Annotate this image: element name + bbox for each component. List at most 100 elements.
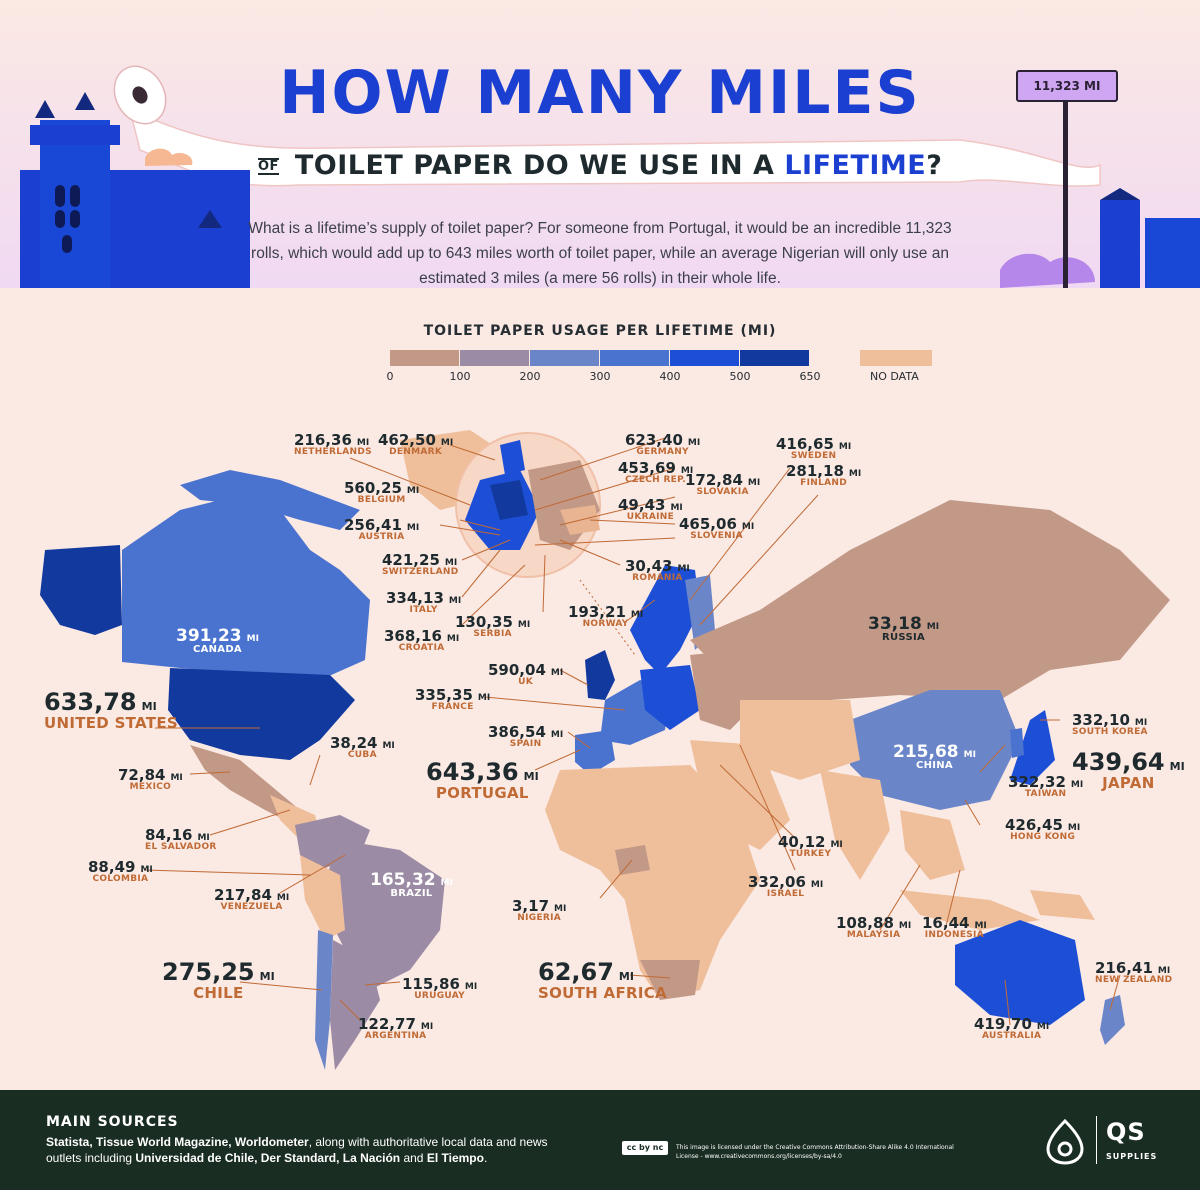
license-text: This image is licensed under the Creativ… [676,1144,954,1160]
region-australia [955,920,1085,1025]
country-name: MALAYSIA [846,930,901,940]
zoom-germany [490,480,528,520]
logo-text: QS [1106,1118,1146,1146]
country-label-sweden: 416,65 MI SWEDEN [776,434,851,461]
country-value: 172,84 [685,471,743,489]
country-label-uruguay: 115,86 MI URUGUAY [402,974,477,1001]
country-label-slovakia: 172,84 MI SLOVAKIA [685,470,760,497]
legend-bin-4 [670,350,739,366]
country-name: UK [518,677,534,687]
legend-tick: 400 [659,370,681,383]
country-label-spain: 386,54 MI SPAIN [488,722,563,749]
sources-bold-2: Universidad de Chile, Der Standard, La N… [135,1151,401,1165]
region-middle-east [690,740,790,850]
unit-label: MI [963,750,976,760]
region-uk [585,650,615,700]
region-russia [690,500,1170,700]
lifetime-counter: 11,323 MI [1016,70,1118,102]
region-central-europe [640,665,700,730]
sources-text-3: . [483,1151,488,1165]
country-name: SOUTH KOREA [1072,727,1148,737]
country-value: 30,43 [625,557,673,575]
unit-label: MI [406,486,420,496]
country-value: 275,25 [162,958,255,986]
country-label-japan: 439,64 MI JAPAN [1072,748,1185,792]
country-name: TURKEY [789,849,832,859]
country-name: ARGENTINA [364,1031,427,1041]
legend-bin-3 [600,350,669,366]
sources-text-1: , along with authoritative local data an… [46,1135,548,1165]
country-name: HONG KONG [1010,832,1076,842]
unit-label: MI [382,741,395,751]
region-usa [168,668,355,760]
country-name: RUSSIA [882,632,926,643]
country-name: SLOVAKIA [696,487,749,497]
country-label-colombia: 88,49 MI COLOMBIA [88,857,153,884]
country-label-cuba: 38,24 MI CUBA [330,733,395,760]
region-china [850,690,1020,810]
legend-tick: 0 [386,370,394,383]
unit-label: MI [810,880,824,890]
unit-label: MI [276,893,290,903]
country-name: CHILE [193,984,244,1002]
unit-label: MI [741,522,755,532]
country-value: 439,64 [1072,748,1165,776]
country-name: CROATIA [398,643,445,653]
sources-bold-3: El Tiempo [426,1151,484,1165]
page-subtitle: OF TOILET PAPER DO WE USE IN A LIFETIME? [258,150,942,181]
country-label-romania: 30,43 MI ROMANIA [625,556,690,583]
country-label-austria: 256,41 MI AUSTRIA [344,515,419,542]
country-value: 633,78 [44,688,137,716]
country-name: NETHERLANDS [294,447,372,457]
country-name: INDONESIA [924,930,984,940]
country-name: UNITED STATES [44,714,178,732]
country-label-el-salvador: 84,16 MI EL SALVADOR [145,825,217,852]
region-peru-bolivia [300,855,345,940]
country-value: 108,88 [836,914,894,932]
country-name: GERMANY [636,447,689,457]
country-label-czech-rep: 453,69 MI CZECH REP. [618,458,693,485]
legend-tick: 200 [519,370,541,383]
legend-bin-1 [460,350,529,366]
country-label-china: 215,68 MI CHINA [893,742,976,771]
legend-tick: 300 [589,370,611,383]
unit-label: MI [356,438,370,448]
unit-label: MI [670,503,683,513]
unit-label: MI [1070,780,1084,790]
country-value: 215,68 [893,742,959,762]
region-finland [685,575,715,650]
country-name: AUSTRALIA [981,1031,1042,1041]
unit-label: MI [1134,718,1148,728]
country-value: 216,41 [1095,959,1153,977]
country-label-new-zealand: 216,41 MI NEW ZEALAND [1095,958,1172,985]
country-label-taiwan: 322,32 MI TAIWAN [1008,772,1083,799]
region-canada [122,495,370,680]
country-label-germany: 623,40 MI GERMANY [625,430,700,457]
country-label-serbia: 130,35 MI SERBIA [455,612,530,639]
country-name: FINLAND [800,478,848,488]
unit-label: MI [140,865,153,875]
country-name: ITALY [409,605,438,615]
country-label-chile: 275,25 MI CHILE [162,958,275,1002]
unit-label: MI [1067,823,1081,833]
unit-label: MI [677,564,690,574]
country-value: 335,35 [415,686,473,704]
country-value: 453,69 [618,459,676,477]
country-value: 590,04 [488,661,546,679]
country-label-uk: 590,04 MI UK [488,660,563,687]
country-name: CANADA [192,644,242,655]
country-name: BELGIUM [357,495,406,505]
region-iberia [575,730,615,775]
country-label-nigeria: 3,17 MI NIGERIA [512,896,566,923]
region-central-asia [740,700,860,780]
region-korea [1010,728,1024,758]
country-label-italy: 334,13 MI ITALY [386,588,461,615]
unit-label: MI [747,478,761,488]
unit-label: MI [406,523,420,533]
region-africa [545,765,760,1000]
country-name: NIGERIA [517,913,562,923]
subtitle-main: TOILET PAPER DO WE USE IN A [294,150,775,181]
country-name: JAPAN [1102,774,1155,792]
country-value: 426,45 [1005,816,1063,834]
country-label-portugal: 643,36 MI PORTUGAL [426,758,539,802]
